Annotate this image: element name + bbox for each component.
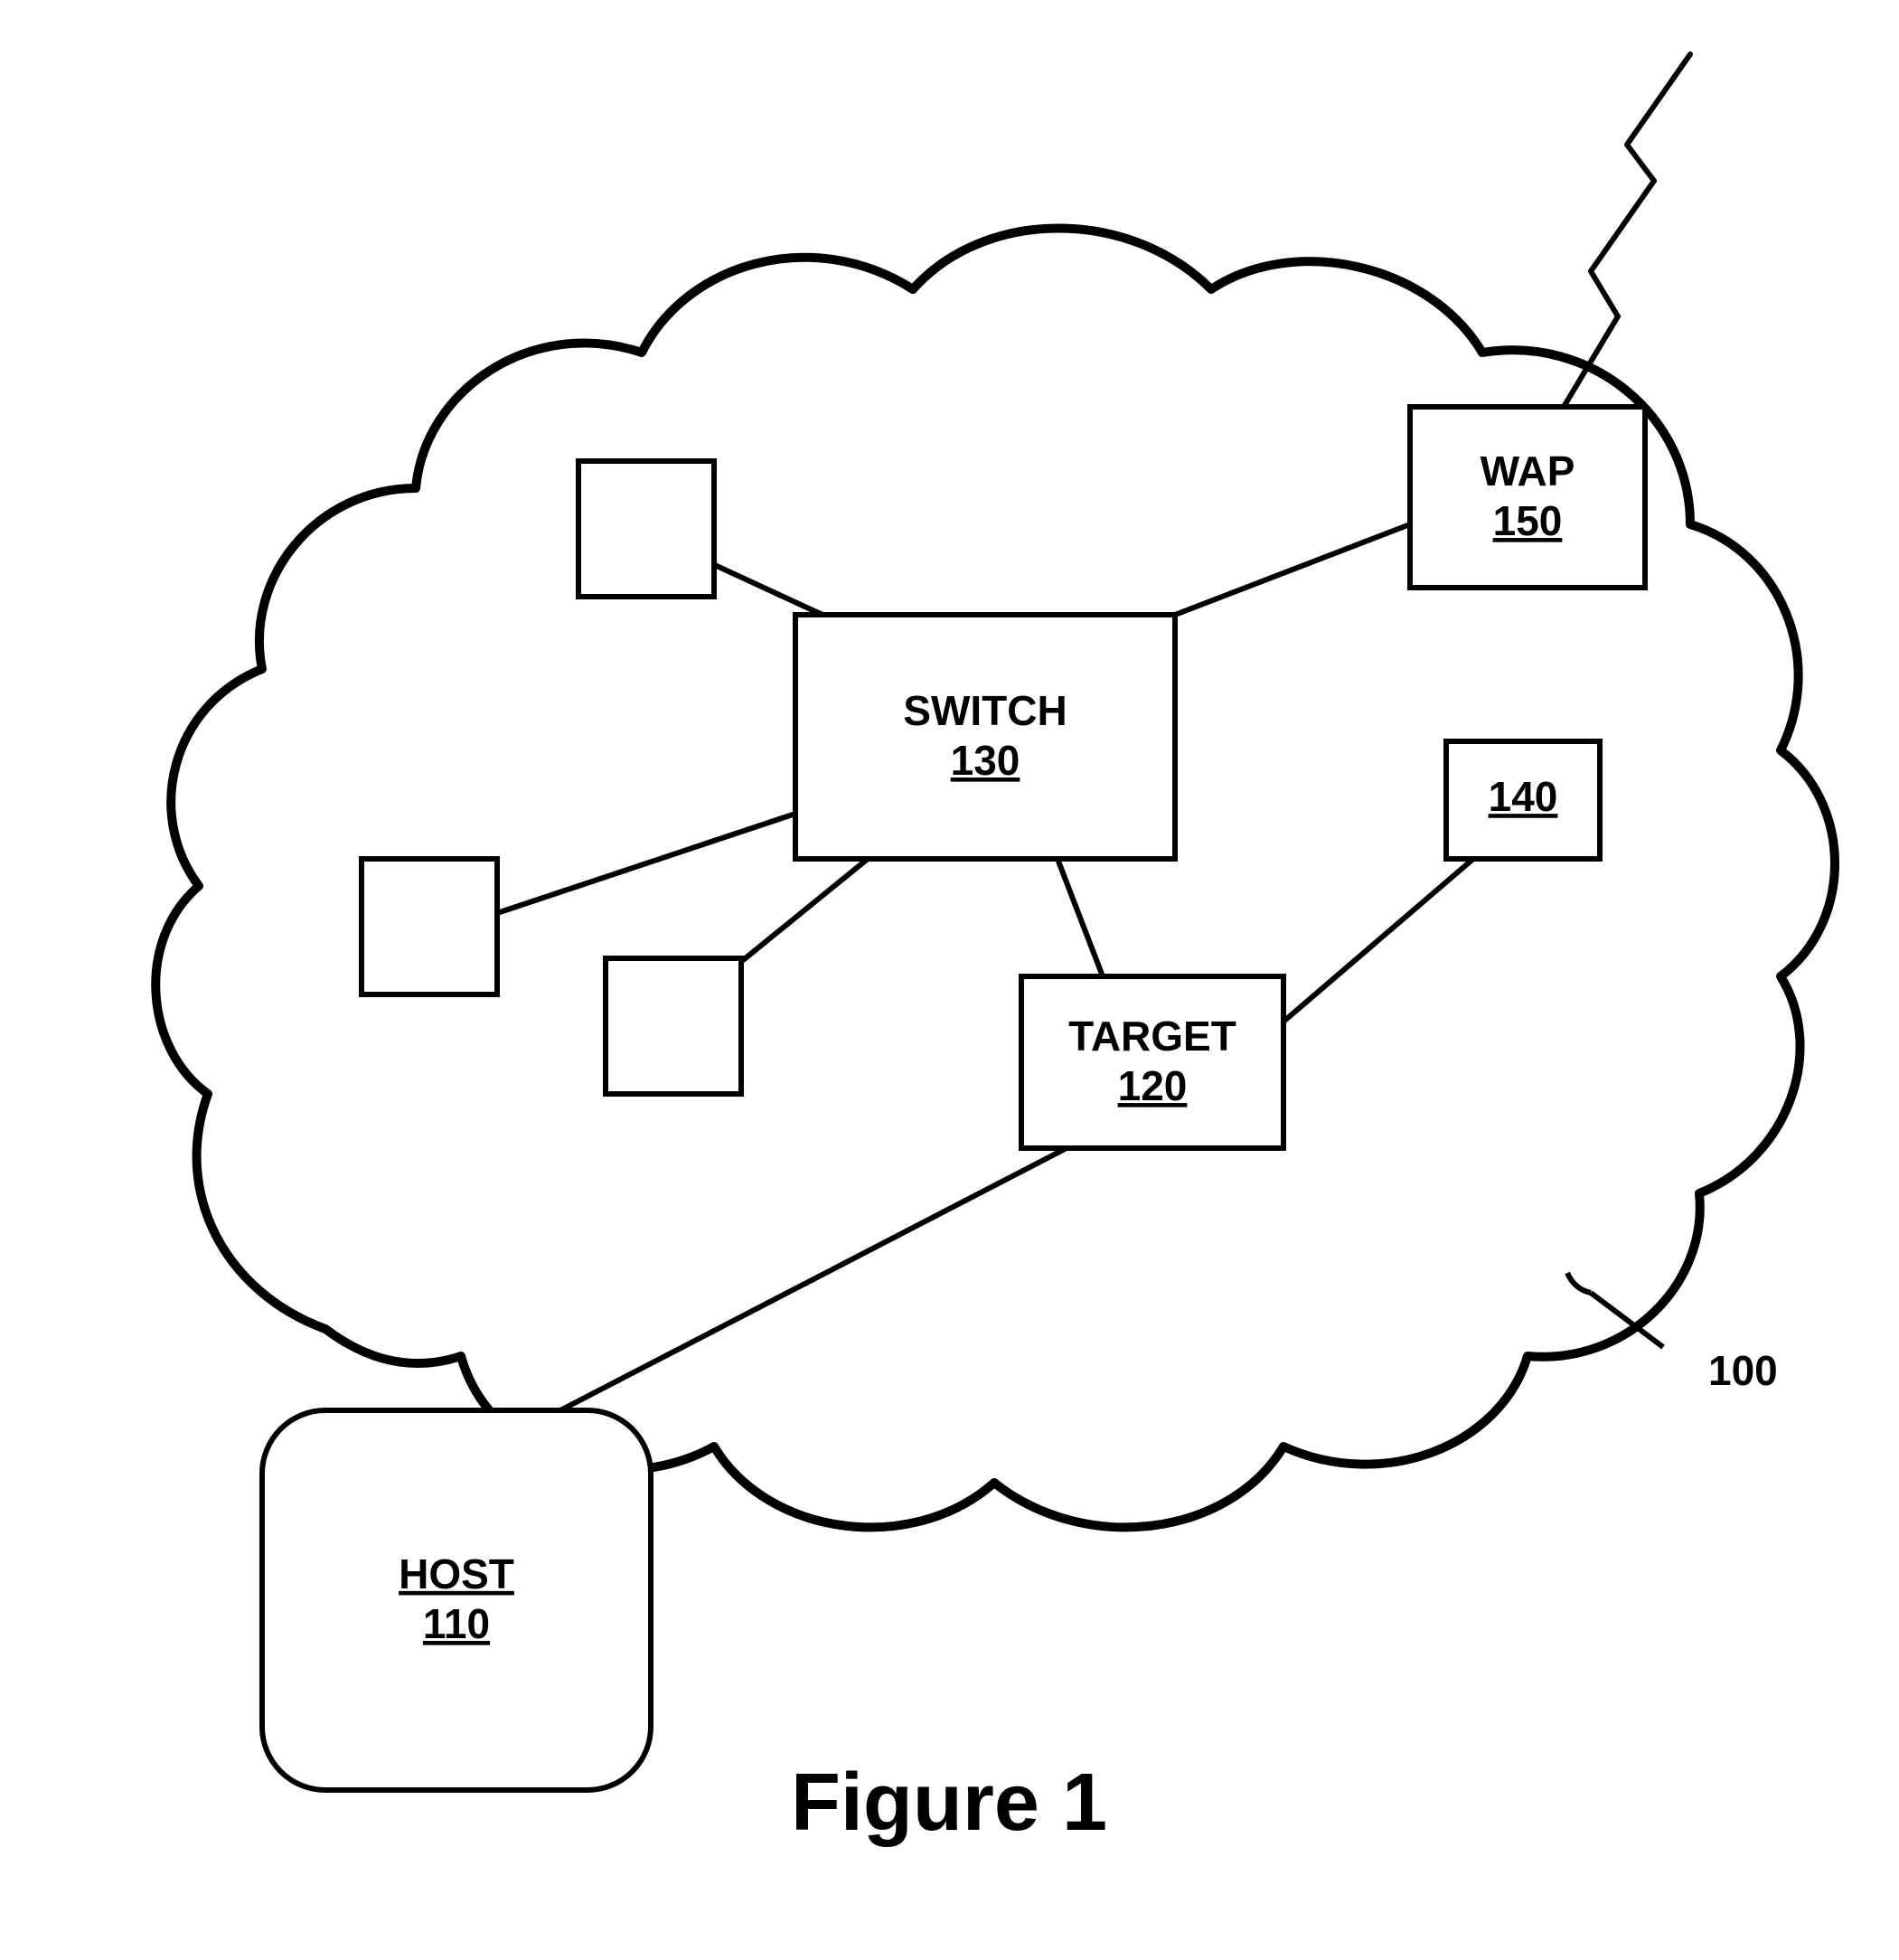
label-host-num: 110: [423, 1600, 490, 1647]
node-target: TARGET120: [1021, 976, 1283, 1148]
edge-host-target: [560, 1148, 1067, 1410]
cloud-callout-label: 100: [1708, 1347, 1778, 1394]
node-host: HOST110: [262, 1410, 651, 1790]
edge-switch-empty_br: [723, 859, 868, 976]
antenna-seg-2: [1591, 181, 1654, 271]
node-empty_bl: [362, 859, 497, 994]
cloud-callout-leader: [1591, 1293, 1663, 1347]
edge-switch-wap: [1175, 524, 1410, 615]
label-host-name: HOST: [399, 1550, 514, 1597]
antenna-seg-4: [1627, 54, 1690, 145]
antenna-seg-3: [1627, 145, 1654, 181]
label-wap-num: 150: [1493, 497, 1563, 544]
edge-switch-empty_bl: [497, 814, 795, 913]
label-target-num: 120: [1118, 1062, 1188, 1109]
antenna-seg-1: [1591, 271, 1618, 316]
label-switch-name: SWITCH: [903, 687, 1067, 734]
node-wap: WAP150: [1410, 407, 1645, 588]
edge-switch-empty_tl: [705, 561, 823, 615]
node-n140: 140: [1446, 741, 1600, 859]
label-n140-num: 140: [1489, 773, 1558, 820]
edge-target-n140: [1283, 859, 1473, 1022]
edge-switch-target: [1058, 859, 1103, 976]
label-wap-name: WAP: [1481, 448, 1575, 495]
figure-label: Figure 1: [791, 1757, 1107, 1848]
cloud-callout-hook: [1567, 1273, 1591, 1293]
label-target-name: TARGET: [1068, 1013, 1236, 1060]
node-empty_br: [606, 958, 741, 1094]
node-empty_tl: [578, 461, 714, 597]
label-switch-num: 130: [951, 737, 1020, 784]
node-switch: SWITCH130: [795, 615, 1175, 859]
